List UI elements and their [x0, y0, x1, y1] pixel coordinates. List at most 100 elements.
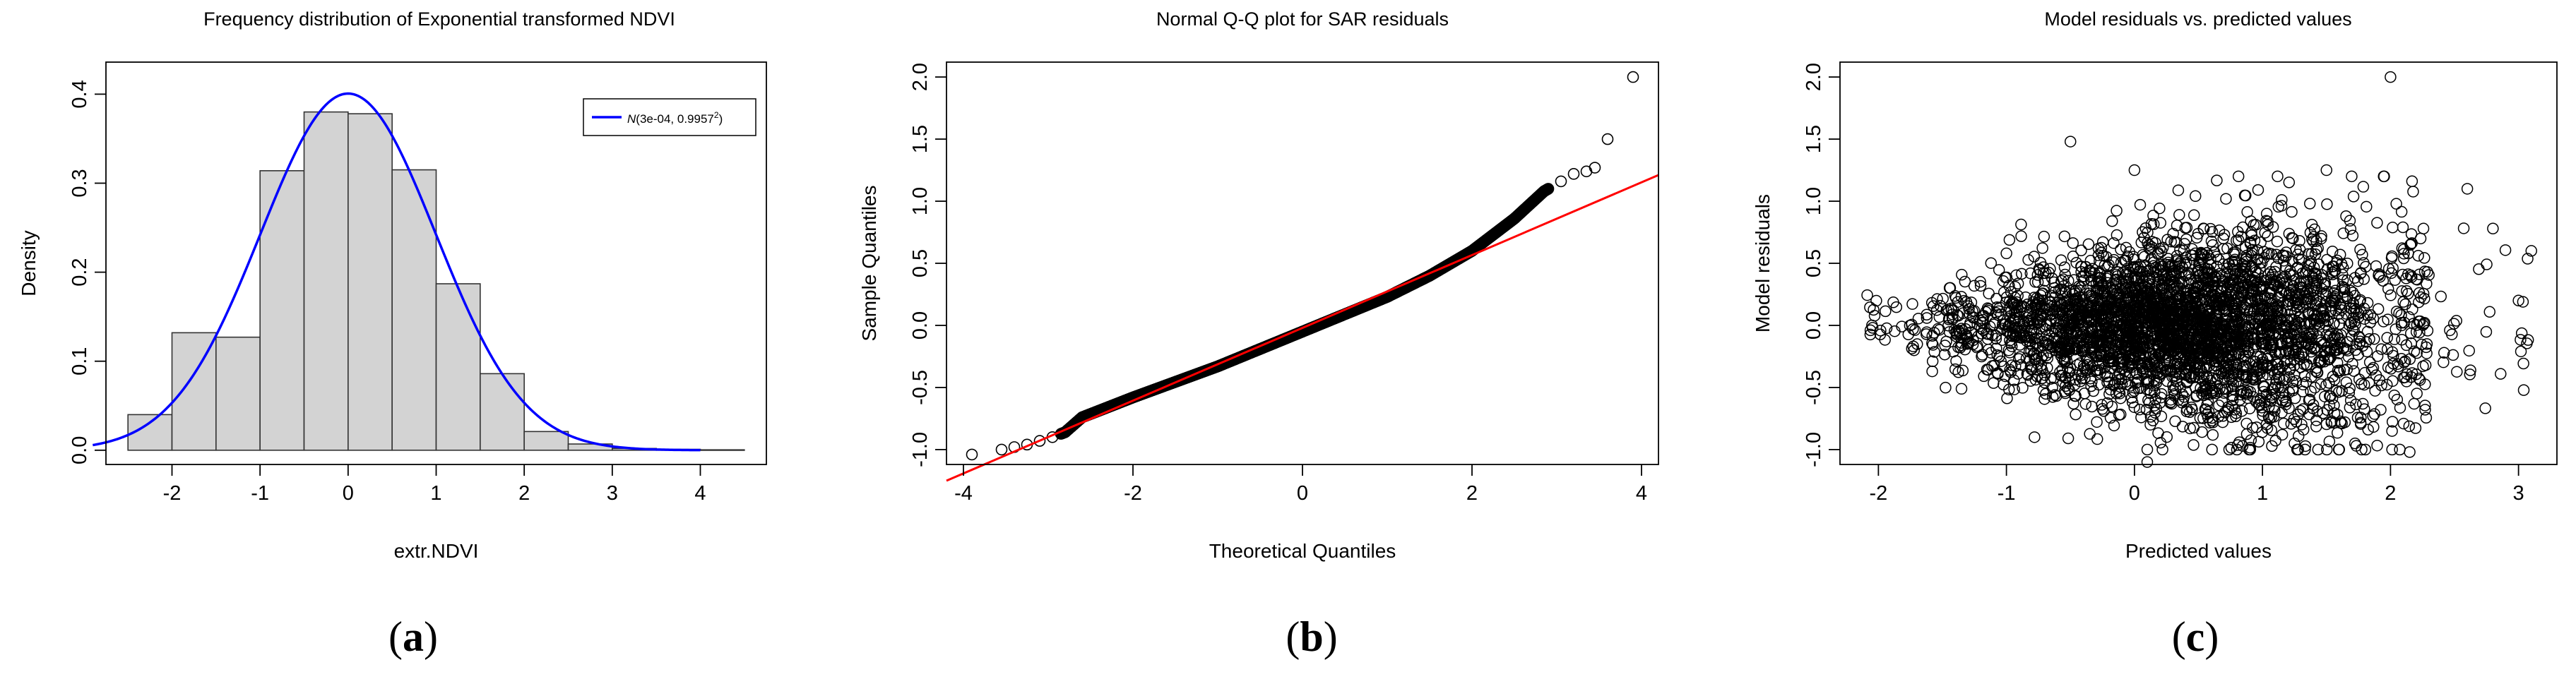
- residual-point: [2154, 436, 2167, 449]
- x-axis-label: Theoretical Quantiles: [1209, 540, 1396, 562]
- residual-point: [2290, 416, 2303, 428]
- residual-point: [2127, 253, 2139, 265]
- residual-point: [2381, 332, 2393, 344]
- y-axis-label: Model residuals: [1752, 194, 1774, 332]
- residual-point: [2228, 256, 2240, 268]
- residual-point: [2003, 280, 2015, 292]
- qq-point: [1033, 435, 1046, 447]
- residual-point: [2223, 294, 2236, 306]
- residual-point: [2070, 408, 2082, 421]
- residual-point: [2168, 283, 2180, 295]
- residual-point: [2334, 318, 2346, 330]
- residual-point: [2168, 236, 2180, 248]
- panel-label-letter: b: [1300, 613, 1323, 660]
- residual-point: [2029, 431, 2041, 443]
- residual-point: [2344, 223, 2357, 235]
- residual-point: [2344, 402, 2356, 414]
- residual-point: [2414, 374, 2426, 386]
- residual-point: [2180, 256, 2192, 269]
- residual-point: [2321, 263, 2334, 275]
- x-tick-label: -2: [1869, 482, 1887, 505]
- residual-point: [1875, 325, 1887, 337]
- qq-reference-line: [946, 174, 1659, 482]
- residual-point: [2187, 328, 2199, 341]
- x-tick-label: 4: [694, 482, 706, 505]
- residual-point: [2008, 374, 2020, 386]
- residual-point: [2387, 375, 2399, 388]
- residual-point: [1890, 301, 1903, 313]
- x-tick-label: 2: [1466, 482, 1478, 505]
- residual-point: [2221, 341, 2234, 353]
- residual-point: [2419, 404, 2431, 416]
- residual-point: [2204, 222, 2216, 235]
- residual-point: [2290, 244, 2302, 256]
- residual-point: [2171, 255, 2183, 268]
- x-axis-label: extr.NDVI: [394, 540, 479, 562]
- residual-point: [2339, 283, 2351, 295]
- residual-point: [2077, 275, 2090, 287]
- residual-point: [2011, 331, 2023, 343]
- residual-point: [2337, 261, 2349, 274]
- residual-point: [2254, 395, 2267, 407]
- residual-point: [2037, 267, 2050, 280]
- residual-point: [2303, 328, 2315, 340]
- residual-point: [2421, 265, 2433, 278]
- residual-point: [2346, 330, 2358, 342]
- residual-point: [1956, 268, 1968, 281]
- residual-point: [2262, 349, 2275, 361]
- residual-point: [2420, 341, 2433, 354]
- residual-point: [2226, 400, 2238, 412]
- residual-point: [2194, 412, 2207, 424]
- residual-point: [2000, 247, 2012, 260]
- residual-point: [2137, 299, 2149, 311]
- residual-point: [2397, 296, 2409, 308]
- residual-point: [2319, 277, 2332, 289]
- y-tick-label: 0.0: [909, 311, 932, 340]
- residual-point: [2058, 230, 2071, 243]
- residual-point: [2089, 365, 2101, 377]
- residual-point: [2202, 280, 2215, 292]
- y-tick-label: -1.0: [1803, 432, 1825, 467]
- residual-point: [2288, 413, 2301, 426]
- residual-point: [2512, 294, 2524, 307]
- residual-point: [2254, 303, 2266, 315]
- residual-point: [2344, 215, 2356, 227]
- residual-point: [2218, 280, 2230, 293]
- residual-point: [2015, 230, 2027, 242]
- residual-point: [2225, 411, 2238, 424]
- residual-point: [2018, 317, 2031, 330]
- residual-point: [2165, 394, 2177, 406]
- residual-point: [2308, 381, 2321, 394]
- residual-point: [2026, 317, 2038, 329]
- residual-point: [2057, 354, 2070, 366]
- residual-point: [2398, 356, 2410, 368]
- residual-point: [2398, 248, 2410, 260]
- residual-point: [2164, 270, 2176, 282]
- residual-point: [2156, 269, 2168, 281]
- residual-point: [2103, 325, 2115, 337]
- residual-point: [2040, 319, 2053, 331]
- y-tick-label: -1.0: [909, 432, 932, 467]
- residual-point: [2103, 355, 2115, 368]
- residual-point: [2286, 232, 2298, 244]
- residual-point: [2389, 274, 2402, 286]
- x-tick-label: 1: [2257, 482, 2268, 505]
- residual-point: [2144, 384, 2156, 397]
- residual-point: [2495, 368, 2507, 380]
- residual-point: [2335, 304, 2347, 316]
- residual-point: [2106, 215, 2118, 227]
- qq-point: [966, 448, 978, 461]
- residual-point: [2162, 342, 2175, 354]
- residual-point: [1980, 306, 1992, 318]
- residual-point: [2115, 244, 2127, 256]
- residual-point: [2091, 433, 2103, 445]
- residual-point: [2393, 307, 2405, 320]
- residual-point: [2250, 275, 2262, 288]
- residual-point: [2038, 393, 2050, 405]
- residual-point: [2326, 246, 2339, 258]
- y-tick-label: -0.5: [909, 370, 932, 405]
- residual-point: [1976, 316, 1988, 329]
- residual-point: [2204, 374, 2217, 387]
- residual-point: [2156, 443, 2168, 456]
